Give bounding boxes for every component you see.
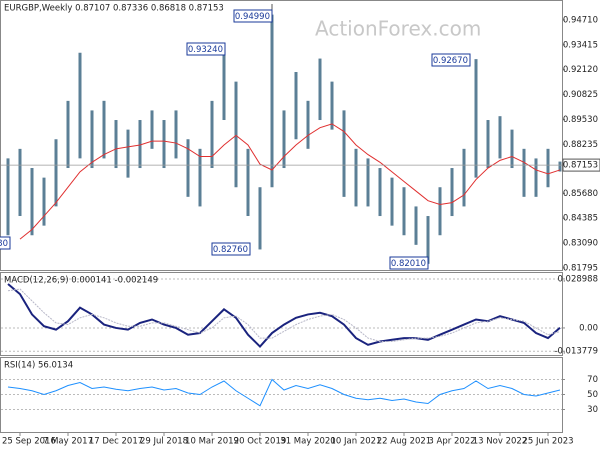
x-tick-label: 13 Nov 2022 bbox=[473, 437, 527, 447]
panel-frame bbox=[0, 272, 563, 356]
y-tick-label: 0.94710 bbox=[563, 15, 598, 25]
moving-average bbox=[19, 123, 561, 240]
x-tick-label: 10 Mar 2019 bbox=[185, 437, 239, 447]
x-tick-label: 17 Dec 2017 bbox=[89, 437, 143, 447]
y-tick-label: 0.90825 bbox=[563, 90, 598, 100]
y-tick-label: -0.013779 bbox=[554, 347, 598, 357]
y-tick-label: 0.00 bbox=[579, 323, 598, 333]
annotation: 80 bbox=[0, 239, 8, 249]
panel-title: MACD(12,26,9) 0.000141 -0.002149 bbox=[4, 276, 158, 286]
last-price-label: 0.87153 bbox=[563, 161, 598, 171]
y-tick-label: 70 bbox=[587, 375, 598, 385]
x-tick-label: 22 Aug 2021 bbox=[377, 437, 431, 447]
panel-title: RSI(14) 56.0134 bbox=[4, 361, 73, 371]
x-tick-label: 3 Apr 2022 bbox=[428, 437, 475, 447]
y-tick-label: 30 bbox=[587, 405, 598, 415]
y-tick-label: 0.88235 bbox=[563, 140, 598, 150]
x-tick-label: 25 Sep 2016 bbox=[2, 437, 56, 447]
x-tick-label: 29 Jul 2018 bbox=[140, 437, 188, 447]
annotation-box bbox=[233, 9, 273, 23]
last-price-box bbox=[562, 158, 600, 172]
y-tick-label: 50 bbox=[587, 390, 598, 400]
annotation-box bbox=[431, 53, 471, 67]
annotation-box bbox=[211, 242, 251, 256]
indicator-line bbox=[7, 378, 561, 407]
x-tick-label: 10 Jan 2021 bbox=[331, 437, 382, 447]
annotation-box bbox=[186, 42, 226, 56]
annotation-box bbox=[0, 236, 11, 250]
y-tick-label: 0.83090 bbox=[563, 239, 598, 249]
x-tick-label: 31 May 2020 bbox=[280, 437, 335, 447]
y-tick-label: 0.93415 bbox=[563, 40, 598, 50]
x-tick-label: 25 Jun 2023 bbox=[522, 437, 573, 447]
x-tick-label: 20 Oct 2019 bbox=[234, 437, 287, 447]
indicator-line bbox=[7, 283, 561, 349]
y-tick-label: 0.84385 bbox=[563, 214, 598, 224]
panel-title: EURGBP,Weekly 0.87107 0.87336 0.86818 0.… bbox=[4, 4, 224, 14]
annotation-box bbox=[389, 256, 429, 270]
x-tick-label: 7 May 2017 bbox=[43, 437, 93, 447]
annotation: 0.92670 bbox=[433, 56, 468, 66]
annotation: 0.82760 bbox=[213, 245, 248, 255]
watermark: ActionForex.com bbox=[315, 17, 481, 41]
annotation: 0.93240 bbox=[188, 45, 223, 55]
y-tick-label: 0.028988 bbox=[557, 274, 598, 284]
y-tick-label: 0.81795 bbox=[563, 263, 598, 273]
y-tick-label: 0.89530 bbox=[563, 115, 598, 125]
y-tick-label: 0.92120 bbox=[563, 65, 598, 75]
indicator-line bbox=[7, 288, 561, 342]
y-tick-label: 0.85680 bbox=[563, 189, 598, 199]
panel-frame bbox=[0, 0, 563, 271]
annotation: 0.94990 bbox=[235, 12, 270, 22]
annotation: 0.82010 bbox=[391, 259, 426, 269]
